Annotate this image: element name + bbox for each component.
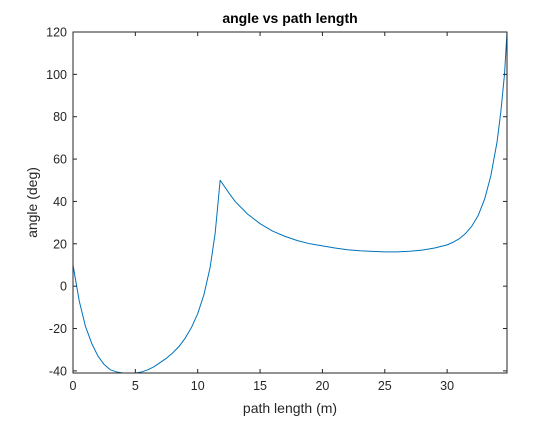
- x-tick-label: 15: [253, 379, 267, 393]
- y-tick-label: 120: [46, 26, 67, 40]
- y-tick-label: -40: [49, 364, 67, 378]
- x-tick-label: 10: [191, 379, 205, 393]
- y-axis-label: angle (deg): [24, 167, 40, 238]
- x-tick-label: 30: [440, 379, 454, 393]
- ticks-layer: 0 5 10 15 20 25 30 -40 -20 0 20 40 60 80 100 120: [46, 26, 507, 393]
- y-tick-label: -20: [49, 322, 67, 336]
- x-tick-label: 0: [70, 379, 77, 393]
- axes-background: [73, 32, 507, 373]
- y-tick-label: 60: [53, 153, 67, 167]
- axes-box: [72, 31, 508, 374]
- y-tick-label: 100: [46, 68, 67, 82]
- y-tick-label: 0: [60, 280, 67, 294]
- y-tick-label: 20: [53, 237, 67, 251]
- chart-title: angle vs path length: [222, 10, 357, 26]
- x-axis-label: path length (m): [243, 400, 337, 416]
- y-tick-label: 80: [53, 110, 67, 124]
- x-tick-label: 5: [132, 379, 139, 393]
- y-tick-label: 40: [53, 195, 67, 209]
- x-tick-label: 25: [378, 379, 392, 393]
- x-tick-label: 20: [315, 379, 329, 393]
